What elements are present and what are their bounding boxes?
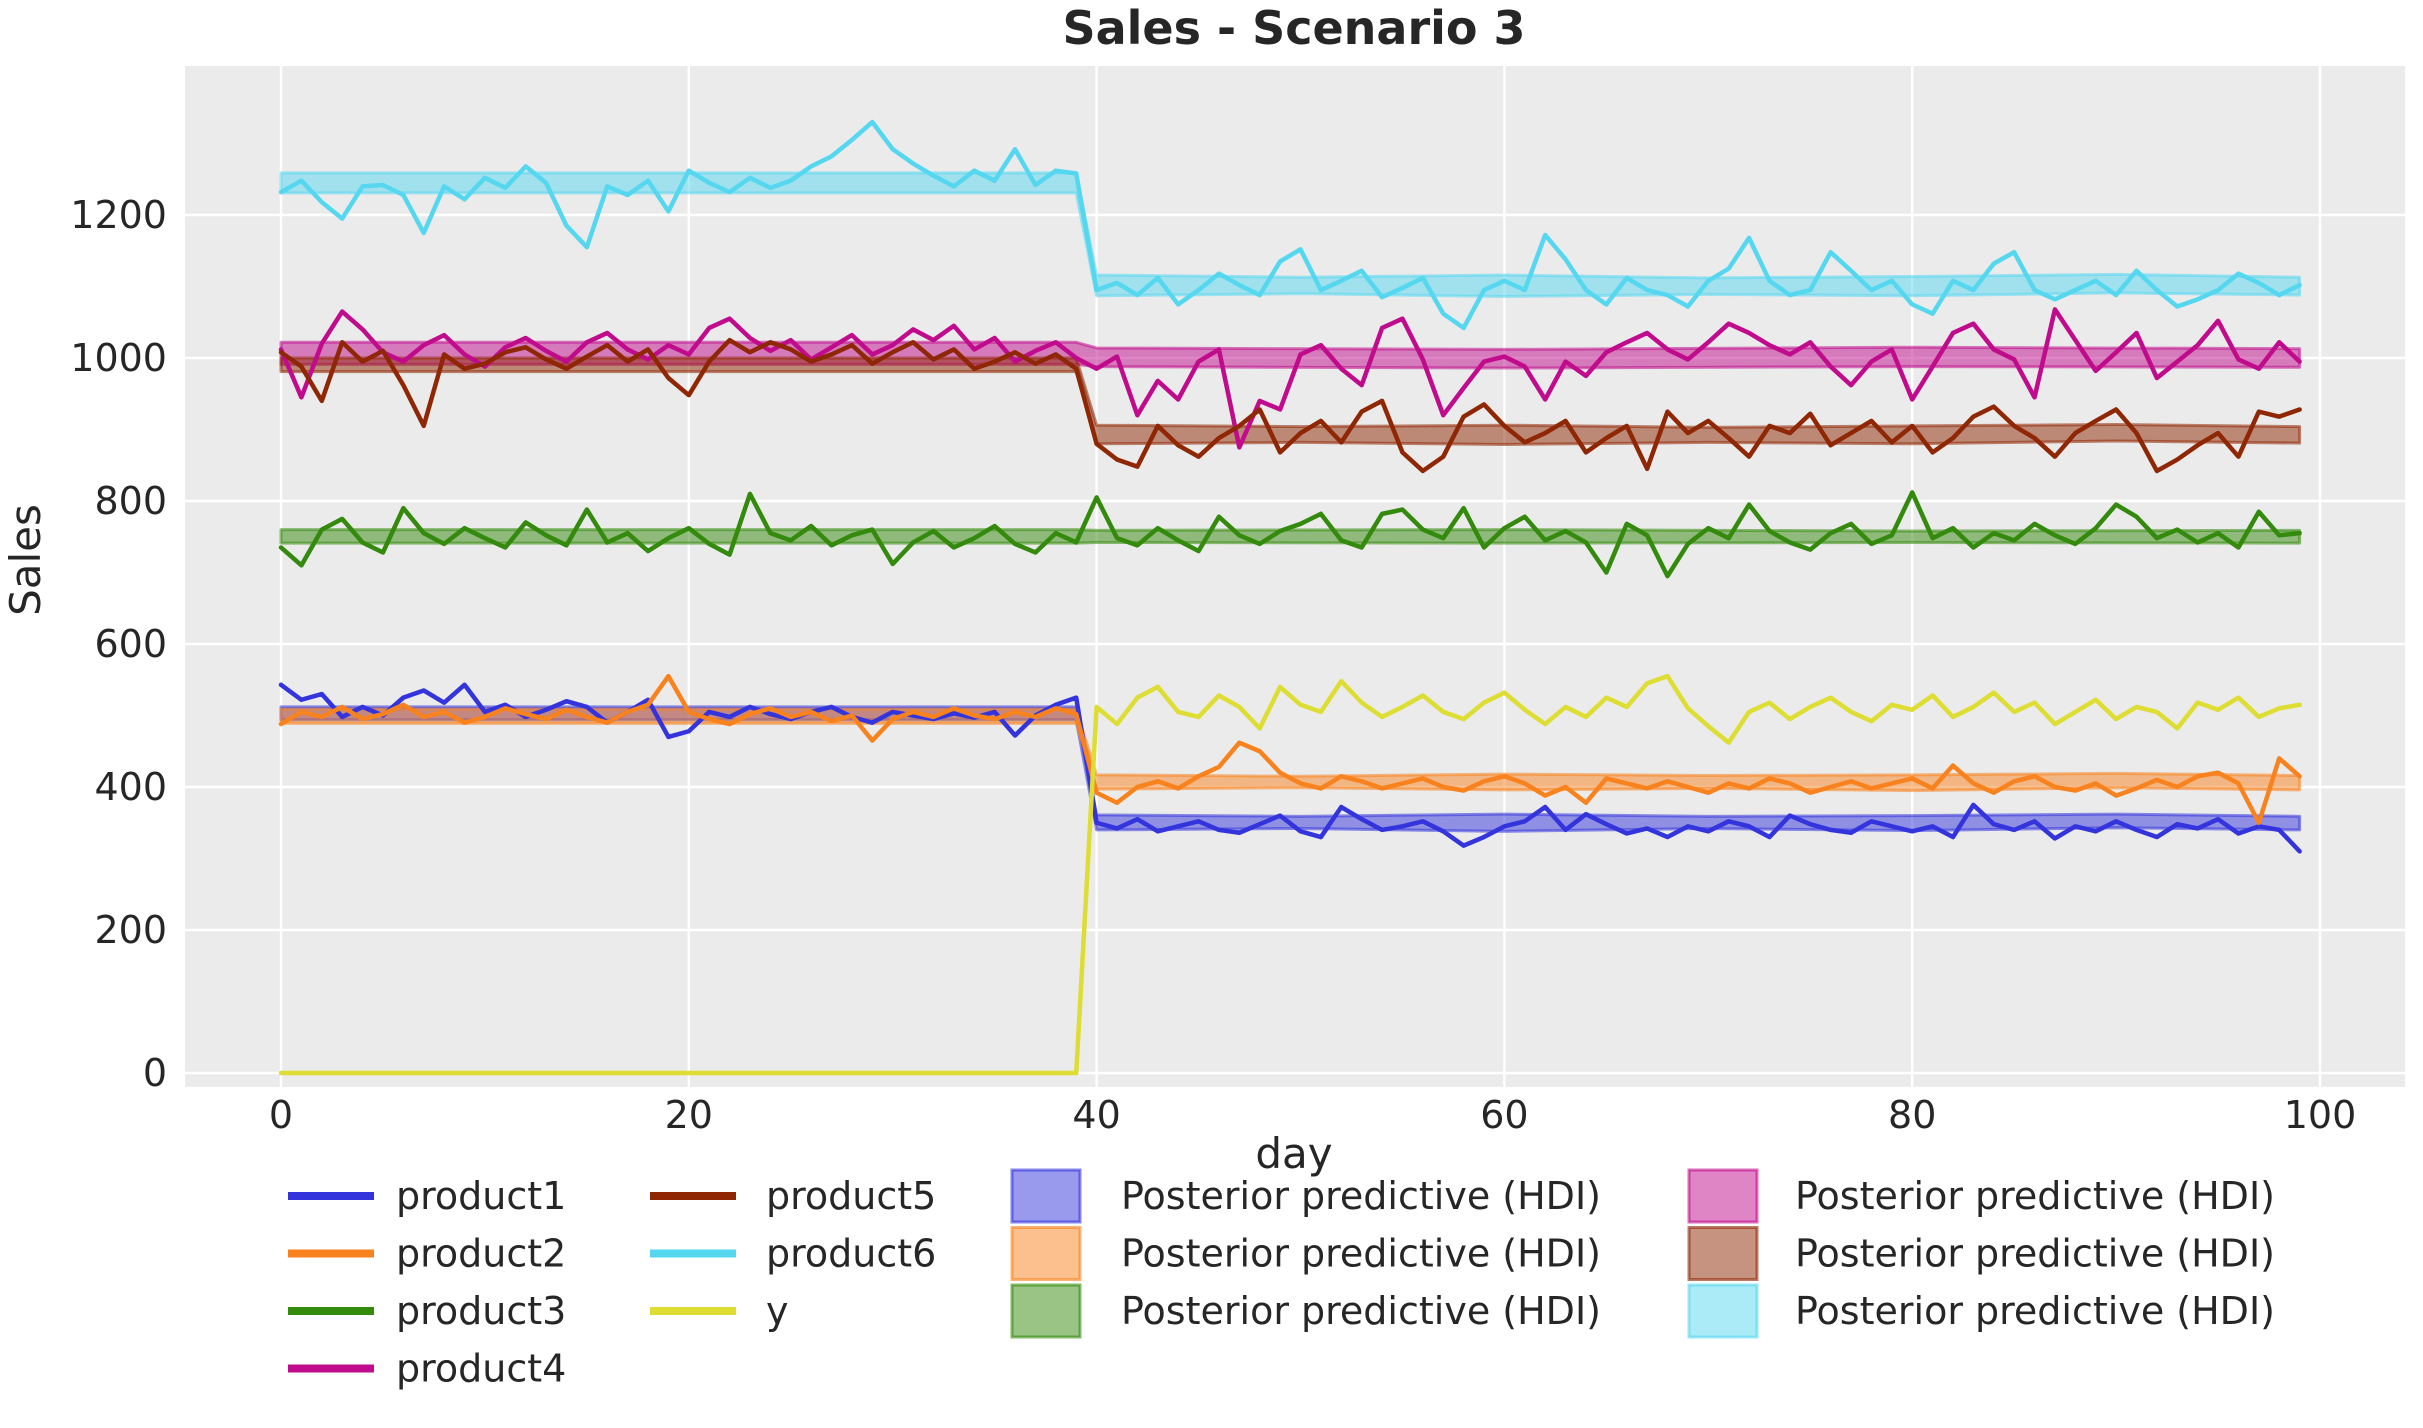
x-tick-label-20: 20: [665, 1093, 713, 1137]
legend-label: Posterior predictive (HDI): [1121, 1174, 1601, 1218]
series-line-y: [278, 673, 2302, 1076]
y-axis-ticks: 0 200 400 600 800 1000 1200: [70, 193, 167, 1095]
series-line-product2: [278, 673, 2302, 825]
y-tick-label-200: 200: [94, 908, 167, 952]
legend-patch-swatch-3-2: [1687, 1283, 1759, 1339]
y-tick-label-600: 600: [94, 622, 167, 666]
chart-title: Sales - Scenario 3: [1062, 1, 1525, 55]
legend-label: Posterior predictive (HDI): [1795, 1174, 2275, 1218]
x-axis-label: day: [1255, 1129, 1332, 1178]
y-tick-label-1200: 1200: [70, 193, 167, 237]
series-line-product4: [278, 307, 2302, 450]
legend-label: product4: [396, 1347, 566, 1391]
legend-patch-swatch-2-2: [1010, 1283, 1082, 1339]
legend-patch-swatch-3-1: [1687, 1226, 1759, 1281]
legend-label: Posterior predictive (HDI): [1121, 1289, 1601, 1333]
series-line-product5: [278, 337, 2302, 474]
x-tick-label-60: 60: [1480, 1093, 1528, 1137]
legend-label: product1: [396, 1174, 566, 1218]
legend-label: product5: [766, 1174, 936, 1218]
series-line-product3: [278, 490, 2302, 579]
legend-label: product3: [396, 1289, 566, 1333]
y-tick-label-1000: 1000: [70, 336, 167, 380]
legend-patch-swatch-2-1: [1010, 1226, 1082, 1281]
legend-label: Posterior predictive (HDI): [1121, 1232, 1601, 1276]
y-tick-label-800: 800: [94, 479, 167, 523]
x-tick-label-40: 40: [1072, 1093, 1120, 1137]
legend-label: product6: [766, 1232, 936, 1276]
y-tick-label-400: 400: [94, 765, 167, 809]
x-axis-ticks: 0 20 40 60 80 100: [269, 1093, 2356, 1137]
x-tick-label-80: 80: [1888, 1093, 1936, 1137]
legend-patch-swatch-3-0: [1687, 1168, 1759, 1224]
y-axis-label: Sales: [1, 504, 50, 616]
legend-patch-swatch-2-0: [1010, 1168, 1082, 1224]
x-tick-label-100: 100: [2284, 1093, 2357, 1137]
y-tick-label-0: 0: [143, 1051, 167, 1095]
series-lines: [278, 119, 2302, 1076]
legend-label: Posterior predictive (HDI): [1795, 1232, 2275, 1276]
x-tick-label-0: 0: [269, 1093, 293, 1137]
legend-label: Posterior predictive (HDI): [1795, 1289, 2275, 1333]
legend-label: product2: [396, 1232, 566, 1276]
plot-area: [185, 66, 2405, 1087]
series-line-product6: [278, 119, 2302, 331]
legend-label: y: [766, 1289, 789, 1333]
legend: product1 product2 product3 product4 product5…: [288, 1168, 2275, 1391]
